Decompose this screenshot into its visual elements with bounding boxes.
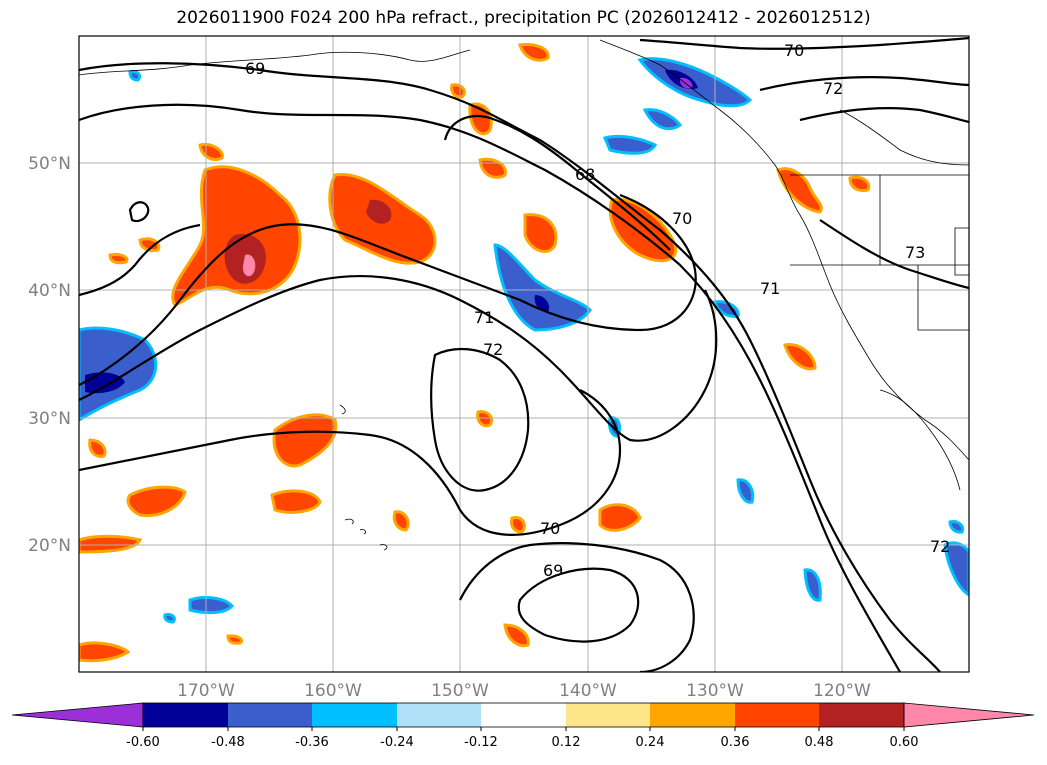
colorbar-segment: [903, 702, 1035, 728]
colorbar-outline: [142, 702, 905, 728]
colorbar-segment: [312, 703, 397, 727]
contour-labels: 69 70 72 68 71 72 70 69 73 71 72 70: [245, 41, 950, 580]
contour-label: 70: [672, 209, 692, 228]
colorbar-segment: [819, 703, 904, 727]
map-frame: [78, 35, 970, 673]
colorbar-tick-label: 0.48: [805, 735, 834, 750]
lat-tick-label: 50°N: [28, 154, 71, 174]
colorbar-tick-label: 0.36: [721, 735, 750, 750]
contour-label: 69: [245, 59, 265, 78]
contour-label: 68: [575, 165, 595, 184]
refractivity-contours: [79, 36, 969, 672]
map-area: [79, 36, 969, 672]
colorbar-tick-label: 0.12: [552, 735, 581, 750]
longitude-labels: 170°W 160°W 150°W 140°W 130°W 120°W: [177, 681, 871, 701]
lat-tick-label: 20°N: [28, 536, 71, 556]
gridlines: [79, 36, 969, 672]
colorbar-tick-label: -0.12: [464, 735, 498, 750]
lon-tick-label: 140°W: [559, 681, 617, 701]
lon-tick-label: 130°W: [686, 681, 744, 701]
contour-label: 70: [784, 41, 804, 60]
colorbar-tick-label: -0.48: [211, 735, 245, 750]
lon-tick-label: 170°W: [177, 681, 235, 701]
colorbar-segment: [650, 703, 735, 727]
colorbar-tick-label: -0.36: [295, 735, 329, 750]
contour-label: 72: [483, 340, 503, 359]
colorbar-tick-label: 0.24: [636, 735, 665, 750]
contour-label: 70: [540, 519, 560, 538]
colorbar-tick-label: -0.24: [380, 735, 414, 750]
colorbar-segment: [566, 703, 650, 727]
contour-label: 72: [823, 79, 843, 98]
contour-label: 71: [474, 308, 494, 327]
colorbar-segment: [228, 703, 312, 727]
contour-label: 72: [930, 537, 950, 556]
lon-tick-label: 120°W: [813, 681, 871, 701]
colorbar: -0.60 -0.48 -0.36 -0.24 -0.12 0.12 0.24 0.36 0.4…: [11, 702, 1035, 750]
coastlines: [79, 39, 969, 551]
colorbar-segment: [735, 703, 819, 727]
colorbar-tick-label: -0.60: [126, 735, 160, 750]
colorbar-segment: [11, 702, 144, 728]
colorbar-segment: [481, 703, 566, 727]
contour-label: 71: [760, 279, 780, 298]
chart-title: 2026011900 F024 200 hPa refract., precip…: [176, 8, 871, 28]
lon-tick-label: 150°W: [431, 681, 489, 701]
lon-tick-label: 160°W: [304, 681, 362, 701]
colorbar-segment: [397, 703, 481, 727]
colorbar-tick-label: 0.60: [890, 735, 919, 750]
colorbar-segment: [143, 703, 228, 727]
contour-label: 73: [905, 243, 925, 262]
lat-tick-label: 30°N: [28, 409, 71, 429]
contour-label: 69: [543, 561, 563, 580]
latitude-labels: 50°N 40°N 30°N 20°N: [28, 154, 71, 556]
lat-tick-label: 40°N: [28, 281, 71, 301]
